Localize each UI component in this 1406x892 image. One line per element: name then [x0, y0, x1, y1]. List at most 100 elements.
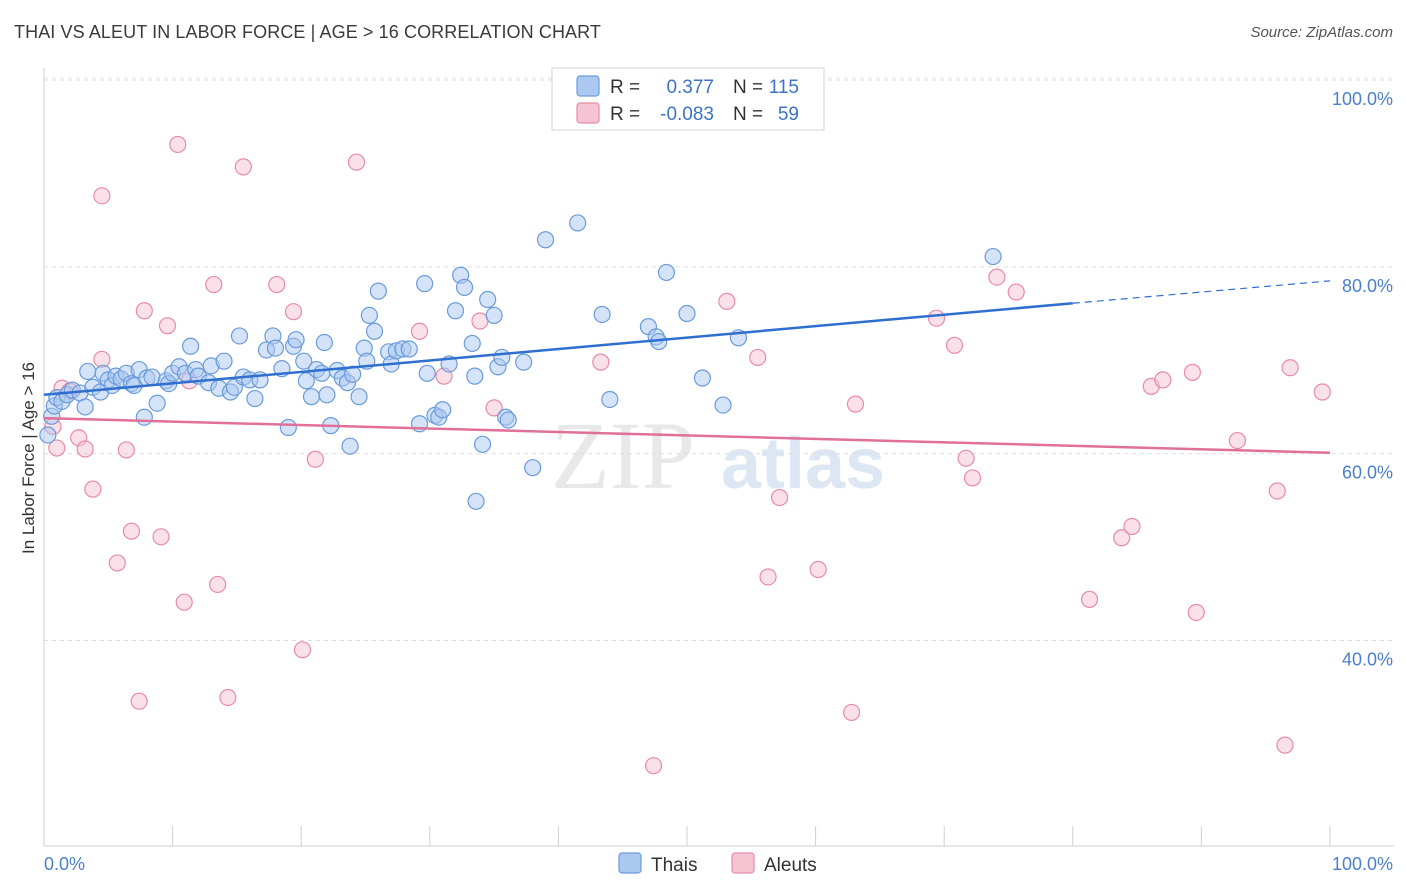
thais-point — [524, 459, 542, 477]
thais-point — [135, 408, 153, 426]
thais-point — [297, 372, 315, 390]
thais-point — [984, 247, 1002, 266]
legend-thais-r-label: R = — [610, 77, 640, 98]
legend-thais-r-value: 0.377 — [666, 77, 714, 98]
y-tick-labels: 40.0% 60.0% 80.0% 100.0% — [1332, 89, 1393, 669]
thais-point — [215, 352, 233, 370]
aleuts-point — [988, 268, 1006, 286]
legend-thais-n-label: N = — [733, 77, 763, 98]
thais-point — [341, 437, 359, 455]
thais-point — [79, 362, 97, 381]
aleuts-point — [108, 554, 126, 572]
aleuts-point — [592, 353, 610, 371]
thais-point — [657, 263, 676, 282]
aleuts-point — [485, 399, 503, 417]
thais-point — [693, 369, 712, 387]
thais-point — [365, 322, 384, 340]
legend-box: R = 0.377 N = 115 R = -0.083 N = 59 — [551, 67, 825, 131]
watermark: ZIP atlas — [551, 402, 885, 509]
thais-point — [601, 390, 619, 409]
thais-point — [400, 340, 418, 358]
thais-point — [287, 331, 305, 349]
x-ticks — [43, 826, 1331, 846]
aleuts-point — [927, 309, 946, 327]
thais-point — [318, 386, 336, 404]
thais-point — [360, 306, 378, 325]
thais-point — [485, 306, 503, 325]
trend-lines — [43, 280, 1331, 454]
thais-point — [315, 333, 333, 352]
thais-point — [466, 367, 484, 385]
y-axis-label: In Labor Force | Age > 16 — [19, 362, 38, 554]
y-tick-label: 40.0% — [1342, 649, 1393, 669]
aleuts-point — [1228, 431, 1247, 450]
thais-point — [455, 278, 474, 296]
thais-trend-extension — [1072, 280, 1331, 304]
thais-point — [246, 389, 264, 408]
thais-point — [266, 339, 285, 357]
thais-point — [313, 364, 331, 382]
thais-point — [479, 290, 497, 309]
thais-point — [678, 304, 696, 323]
thais-point — [76, 398, 94, 416]
chart-title: THAI VS ALEUT IN LABOR FORCE | AGE > 16 … — [14, 22, 602, 42]
thais-point — [536, 231, 555, 249]
x-tick-label-min: 0.0% — [44, 854, 85, 874]
aleuts-point — [268, 275, 286, 294]
aleuts-point — [306, 450, 324, 468]
thais-point — [369, 282, 387, 300]
aleuts-point — [1007, 283, 1025, 301]
aleuts-point — [1187, 603, 1205, 622]
bottom-legend-thais-label: Thais — [651, 855, 697, 876]
legend-thais-swatch — [576, 75, 600, 97]
aleuts-point — [175, 593, 193, 611]
thais-point — [416, 275, 434, 293]
aleuts-point — [1183, 363, 1201, 381]
aleuts-point — [1080, 590, 1099, 608]
thais-point — [593, 305, 611, 324]
aleuts-point — [169, 135, 187, 154]
aleuts-point — [293, 641, 312, 659]
thais-point — [515, 353, 533, 371]
aleuts-point — [1276, 736, 1294, 754]
thais-point — [463, 334, 481, 353]
thais-point — [279, 418, 297, 437]
aleuts-point — [1113, 529, 1131, 547]
thais-point — [467, 492, 485, 510]
aleuts-point — [122, 522, 141, 540]
aleuts-point — [158, 317, 177, 335]
thais-point — [446, 302, 465, 320]
thais-point — [714, 396, 732, 414]
thais-point — [493, 348, 511, 367]
aleuts-point — [843, 703, 861, 722]
aleuts-point — [1123, 517, 1141, 536]
legend-thais-n-value: 115 — [769, 77, 799, 98]
aleuts-point — [347, 153, 366, 171]
legend-aleuts-r-label: R = — [610, 104, 640, 125]
bottom-legend-aleuts-swatch — [731, 852, 755, 874]
legend-aleuts-n-label: N = — [733, 104, 763, 125]
thais-point — [39, 426, 57, 444]
aleuts-point — [749, 348, 767, 367]
aleuts-point — [718, 292, 736, 310]
aleuts-point — [76, 440, 94, 458]
legend-aleuts-swatch — [576, 102, 600, 124]
thais-point — [302, 388, 321, 406]
bottom-legend-aleuts-label: Aleuts — [764, 855, 817, 876]
aleuts-point — [135, 302, 153, 320]
thais-point — [182, 337, 200, 355]
aleuts-point — [1313, 383, 1331, 401]
aleuts-point — [84, 480, 102, 498]
aleuts-point — [219, 688, 237, 707]
legend-aleuts-r-value: -0.083 — [660, 104, 714, 125]
aleuts-point — [117, 441, 135, 459]
aleuts-point — [209, 575, 227, 594]
thais-point — [569, 214, 587, 232]
y-tick-label: 80.0% — [1342, 276, 1393, 296]
aleuts-point — [93, 187, 111, 205]
aleuts-point — [48, 439, 66, 457]
thais-point — [499, 411, 517, 429]
aleuts-point — [1268, 482, 1286, 500]
aleuts-points — [44, 135, 1331, 775]
